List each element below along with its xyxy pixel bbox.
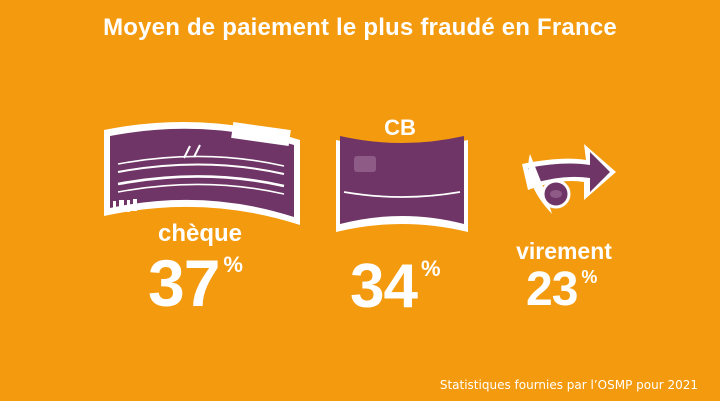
cheque-icon — [104, 122, 300, 225]
credit-card-icon — [336, 136, 468, 232]
cheque-label: chèque — [157, 220, 243, 247]
cb-unit: % — [420, 256, 441, 281]
cb-label: CB — [384, 115, 416, 140]
source-note: Statistiques fournies par l’OSMP pour 20… — [439, 378, 698, 392]
cheque-value: 37 — [148, 246, 220, 320]
page-title: Moyen de paiement le plus fraudé en Fran… — [103, 14, 617, 41]
virement-percentage: 23 % — [526, 266, 597, 318]
cb-percentage: 34 % — [350, 256, 441, 320]
virement-label: virement — [516, 238, 612, 264]
virement-value: 23 — [526, 263, 578, 316]
cheque-unit: % — [223, 252, 243, 277]
virement-unit: % — [581, 267, 598, 287]
bank-transfer-icon — [522, 144, 616, 214]
cb-value: 34 — [350, 252, 418, 321]
cheque-percentage: 37 % — [148, 250, 243, 320]
